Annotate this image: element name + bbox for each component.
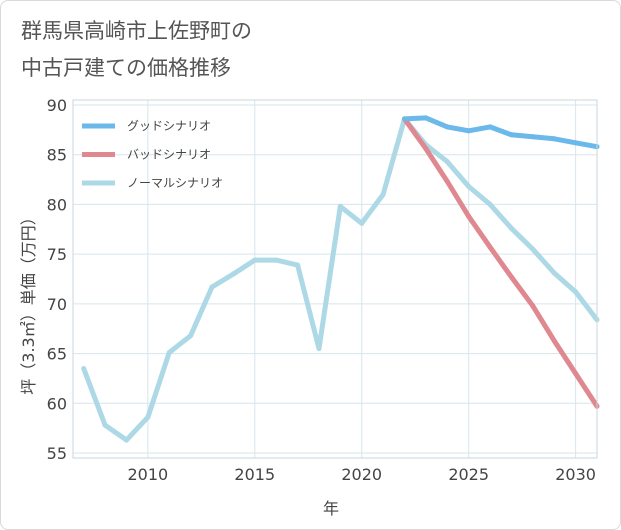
data-point (466, 128, 472, 134)
x-tick-label: 2010 (127, 465, 168, 484)
series-line (81, 116, 599, 443)
data-point (573, 371, 579, 376)
data-point (530, 303, 536, 309)
data-point (466, 184, 472, 189)
data-point (551, 338, 557, 344)
data-point (230, 271, 236, 277)
tick-labels: 2010 2015 2020 2025 2030 55 60 65 70 75 80 85 90 (47, 96, 596, 484)
data-point (273, 257, 279, 263)
chart-title-line-1: 群馬県高崎市上佐野町の (21, 19, 252, 43)
data-point (573, 140, 579, 146)
data-point (316, 346, 322, 352)
y-axis-title: 坪（3.3㎡）単価（万円） (19, 209, 38, 394)
data-point (102, 422, 108, 428)
series-layer (81, 115, 600, 443)
y-tick-label: 85 (47, 146, 67, 165)
y-tick-label: 90 (47, 96, 67, 115)
series-line (404, 115, 598, 150)
data-point (444, 159, 450, 165)
data-point (188, 333, 194, 339)
chart-title: 群馬県高崎市上佐野町の 中古戸建ての価格推移 (21, 13, 252, 87)
y-tick-label: 65 (47, 345, 67, 364)
data-point (145, 414, 151, 420)
data-point (508, 274, 514, 280)
data-point (209, 284, 215, 290)
y-tick-label: 55 (47, 444, 67, 463)
data-point (166, 350, 172, 356)
data-point (380, 192, 386, 197)
x-tick-label: 2015 (234, 465, 275, 484)
data-point (124, 437, 129, 443)
data-point (466, 213, 472, 219)
data-point (444, 124, 450, 130)
data-point (402, 116, 407, 122)
chart-title-line-2: 中古戸建ての価格推移 (21, 56, 231, 80)
y-tick-label: 60 (47, 394, 67, 413)
data-point (530, 246, 536, 252)
legend-label: バッドシナリオ (127, 148, 211, 162)
y-tick-label: 75 (47, 245, 67, 264)
x-tick-label: 2030 (555, 465, 596, 484)
data-point (487, 244, 493, 250)
y-tick-label: 70 (47, 295, 67, 314)
y-tick-label: 80 (47, 195, 67, 214)
data-point (508, 225, 514, 231)
data-point (423, 146, 429, 152)
data-point (487, 124, 493, 130)
data-point (81, 366, 87, 371)
data-point (551, 136, 557, 142)
x-axis-title: 年 (323, 499, 339, 518)
data-point (551, 270, 557, 276)
series-line (402, 117, 600, 408)
data-point (487, 201, 493, 207)
plot-area-border (72, 99, 598, 459)
axes (72, 99, 598, 459)
data-point (252, 257, 258, 263)
data-point (295, 262, 301, 268)
x-tick-label: 2025 (448, 465, 489, 484)
data-point (508, 132, 514, 138)
data-point (573, 289, 579, 295)
grid-lines (73, 100, 597, 458)
data-point (337, 203, 343, 209)
data-point (530, 134, 536, 140)
data-point (444, 179, 450, 184)
legend-label: ノーマルシナリオ (127, 176, 223, 190)
data-point (423, 115, 429, 121)
legend-label: グッドシナリオ (127, 119, 211, 133)
data-point (359, 220, 365, 226)
x-tick-label: 2020 (341, 465, 382, 484)
